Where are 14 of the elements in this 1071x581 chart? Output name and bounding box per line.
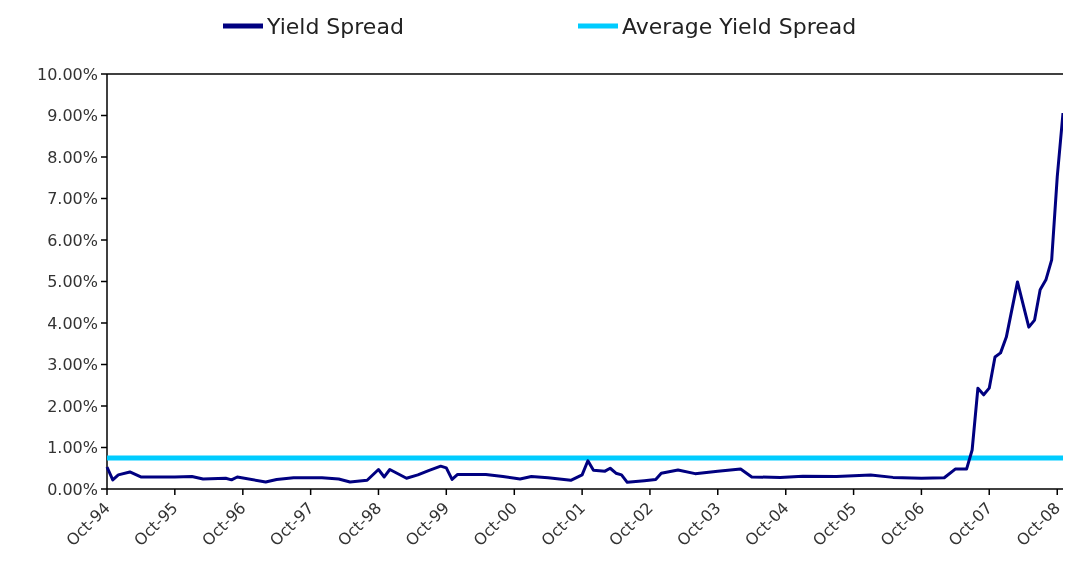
- legend-label: Average Yield Spread: [622, 13, 857, 39]
- y-tick-label: 2.00%: [47, 396, 98, 416]
- y-tick-label: 5.00%: [47, 272, 98, 292]
- y-tick-label: 8.00%: [47, 147, 98, 167]
- y-tick-label: 6.00%: [47, 230, 98, 250]
- legend-label: Yield Spread: [266, 13, 404, 39]
- y-tick-label: 9.00%: [47, 106, 98, 126]
- y-tick-label: 0.00%: [47, 479, 98, 499]
- y-tick-label: 3.00%: [47, 355, 98, 375]
- y-tick-label: 1.00%: [47, 438, 98, 458]
- y-tick-label: 10.00%: [36, 64, 98, 84]
- y-tick-label: 4.00%: [47, 313, 98, 333]
- y-tick-label: 7.00%: [47, 189, 98, 209]
- line-series: [105, 111, 1063, 484]
